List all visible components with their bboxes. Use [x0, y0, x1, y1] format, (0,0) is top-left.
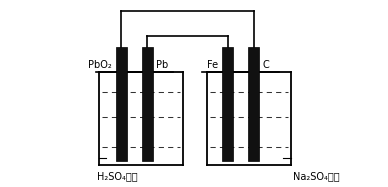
Bar — [142, 47, 152, 161]
Text: Pb: Pb — [156, 60, 169, 70]
Text: H₂SO₄溶液: H₂SO₄溶液 — [97, 171, 138, 181]
Text: C: C — [263, 60, 269, 70]
Bar — [222, 47, 233, 161]
Text: Na₂SO₄溶液: Na₂SO₄溶液 — [293, 171, 340, 181]
Bar — [248, 47, 259, 161]
Text: PbO₂: PbO₂ — [88, 60, 112, 70]
Text: Fe: Fe — [208, 60, 218, 70]
Bar — [116, 47, 126, 161]
